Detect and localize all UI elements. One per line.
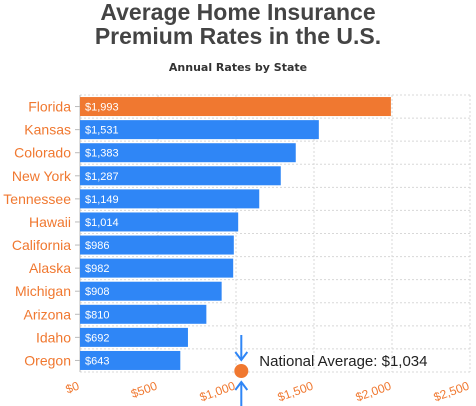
bar-value-label: $1,287	[85, 171, 119, 183]
national-average-dot	[234, 364, 249, 378]
category-label: California	[12, 237, 71, 253]
grid	[79, 94, 471, 373]
chart-title: Average Home Insurance Premium Rates in …	[94, 0, 382, 49]
bar-value-label: $1,993	[85, 102, 119, 114]
arrow-up-head	[234, 380, 249, 391]
category-labels: Florida Kansas Colorado New York Tennessee Ha…	[3, 99, 80, 368]
category-label: New York	[12, 168, 72, 184]
bar-colorado	[80, 143, 296, 163]
bar-value-label: $1,531	[85, 125, 119, 137]
bar-florida	[80, 97, 391, 117]
x-tick-label: $2,500	[432, 379, 472, 405]
bar-arizona	[80, 304, 207, 324]
bar-new-york	[80, 166, 281, 186]
national-average-label: National Average: $1,034	[259, 353, 427, 370]
bars: $1,993 $1,531 $1,383 $1,287 $1,149 $1,014 $986…	[80, 97, 391, 370]
bar-alaska	[80, 258, 234, 278]
national-average-marker: National Average: $1,034	[234, 335, 427, 406]
bar-hawaii	[80, 212, 239, 232]
bar-value-label: $908	[85, 286, 109, 298]
category-label: Florida	[28, 99, 71, 115]
x-tick-label: $1,500	[276, 379, 316, 405]
bar-value-label: $982	[85, 263, 109, 275]
category-label: Tennessee	[3, 191, 71, 207]
category-label: Oregon	[24, 352, 71, 368]
bar-value-label: $1,149	[85, 194, 119, 206]
x-axis: $0 $500 $1,000 $1,500 $2,000 $2,500	[64, 379, 472, 405]
bar-idaho	[80, 327, 188, 347]
x-tick-label: $0	[64, 379, 82, 397]
bar-value-label: $810	[85, 309, 109, 321]
bar-michigan	[80, 281, 222, 301]
chart-subtitle: Annual Rates by State	[168, 61, 308, 74]
category-label: Idaho	[36, 329, 71, 345]
x-tick-label: $1,000	[198, 379, 238, 405]
bar-value-label: $1,014	[85, 217, 119, 229]
category-label: Arizona	[24, 306, 72, 322]
bar-oregon	[80, 350, 181, 370]
x-tick-label: $2,000	[354, 379, 394, 405]
category-label: Michigan	[15, 283, 71, 299]
category-label: Alaska	[29, 260, 71, 276]
category-label: Hawaii	[29, 214, 71, 230]
category-label: Kansas	[24, 122, 71, 138]
bar-california	[80, 235, 234, 255]
bar-kansas	[80, 120, 319, 140]
category-label: Colorado	[14, 145, 71, 161]
bar-value-label: $986	[85, 240, 109, 252]
bar-value-label: $692	[85, 332, 109, 344]
x-tick-label: $500	[129, 379, 159, 401]
bar-tennessee	[80, 189, 260, 209]
arrow-down-head	[234, 351, 249, 362]
bar-value-label: $1,383	[85, 148, 119, 160]
bar-value-label: $643	[85, 355, 109, 367]
